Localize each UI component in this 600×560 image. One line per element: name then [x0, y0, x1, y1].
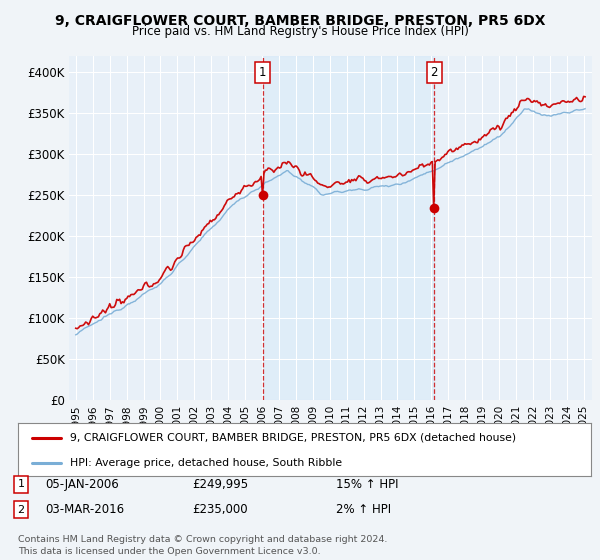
Text: 9, CRAIGFLOWER COURT, BAMBER BRIDGE, PRESTON, PR5 6DX (detached house): 9, CRAIGFLOWER COURT, BAMBER BRIDGE, PRE…	[70, 433, 515, 443]
Text: 1: 1	[17, 479, 25, 489]
Text: HPI: Average price, detached house, South Ribble: HPI: Average price, detached house, Sout…	[70, 458, 341, 468]
Text: 2: 2	[430, 66, 438, 79]
Text: 15% ↑ HPI: 15% ↑ HPI	[336, 478, 398, 491]
Text: £249,995: £249,995	[192, 478, 248, 491]
Bar	[263, 56, 434, 400]
Text: 9, CRAIGFLOWER COURT, BAMBER BRIDGE, PRESTON, PR5 6DX: 9, CRAIGFLOWER COURT, BAMBER BRIDGE, PRE…	[55, 14, 545, 28]
Text: £235,000: £235,000	[192, 503, 248, 516]
Text: Contains HM Land Registry data © Crown copyright and database right 2024.
This d: Contains HM Land Registry data © Crown c…	[18, 535, 388, 556]
Text: 2: 2	[17, 505, 25, 515]
Text: 1: 1	[259, 66, 266, 79]
Text: Price paid vs. HM Land Registry's House Price Index (HPI): Price paid vs. HM Land Registry's House …	[131, 25, 469, 38]
Text: 03-MAR-2016: 03-MAR-2016	[45, 503, 124, 516]
Text: 05-JAN-2006: 05-JAN-2006	[45, 478, 119, 491]
Text: 2% ↑ HPI: 2% ↑ HPI	[336, 503, 391, 516]
